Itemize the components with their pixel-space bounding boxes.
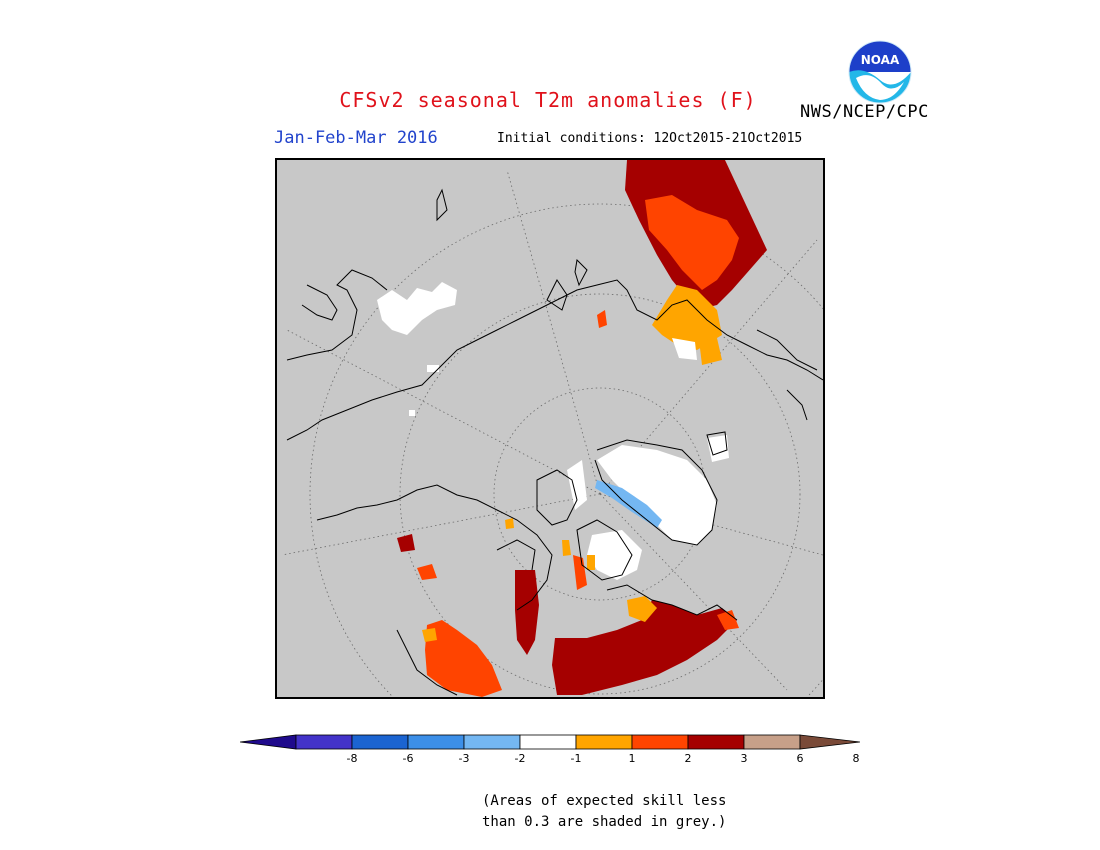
legend-swatch [407, 734, 465, 750]
noaa-logo: NOAA [848, 40, 912, 104]
legend-swatch [295, 734, 353, 750]
legend-swatch [575, 734, 633, 750]
legend-swatch [687, 734, 745, 750]
polar-map [275, 158, 825, 699]
eurasia-anomaly-shading [597, 160, 767, 365]
legend-tick-label: -3 [458, 752, 470, 765]
skill-note: (Areas of expected skill less than 0.3 a… [482, 791, 726, 833]
legend-swatch [463, 734, 521, 750]
coastlines [286, 188, 823, 696]
legend-tick-label: -2 [514, 752, 526, 765]
north-america-anomaly-shading [397, 518, 739, 697]
skill-note-line-1: (Areas of expected skill less [482, 793, 727, 809]
legend-arrow-high [799, 734, 860, 750]
legend-swatches [240, 734, 860, 750]
legend-tick-label: -1 [570, 752, 582, 765]
legend-tick-label: 2 [684, 752, 692, 765]
season-label: Jan-Feb-Mar 2016 [274, 128, 438, 148]
legend-swatch [519, 734, 577, 750]
legend-tick-label: 3 [740, 752, 748, 765]
legend-swatch [743, 734, 801, 750]
map-title: CFSv2 seasonal T2m anomalies (F) [339, 88, 757, 112]
archipelago-white [587, 530, 642, 580]
legend-tick-label: 8 [852, 752, 860, 765]
legend-tick-label: -8 [346, 752, 358, 765]
alaska-white-patches [377, 282, 457, 416]
legend-tick-label: 1 [628, 752, 636, 765]
legend-swatch [631, 734, 689, 750]
legend-tick-label: 6 [796, 752, 804, 765]
skill-note-line-2: than 0.3 are shaded in grey.) [482, 814, 727, 830]
initial-conditions-label: Initial conditions: 12Oct2015-21Oct2015 [497, 131, 803, 146]
polar-map-canvas [281, 160, 823, 697]
greenland-shading [567, 435, 729, 545]
agency-label: NWS/NCEP/CPC [800, 102, 929, 122]
legend-swatch [351, 734, 409, 750]
noaa-logo-text: NOAA [861, 53, 900, 67]
legend-arrow-low [240, 734, 297, 750]
color-legend [240, 734, 860, 750]
legend-tick-label: -6 [402, 752, 414, 765]
